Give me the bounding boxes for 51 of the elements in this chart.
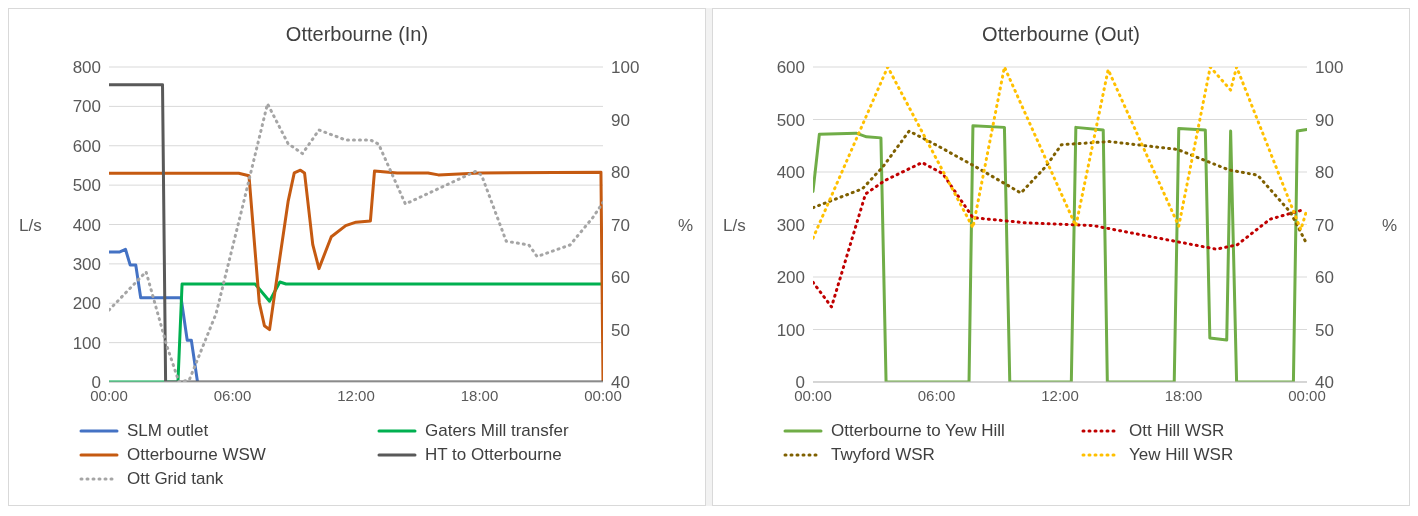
y2-axis-title: % [677,215,693,235]
y-tick-label: 200 [72,294,101,314]
y-tick-label: 600 [72,136,101,156]
y2-tick-label: 60 [611,268,630,288]
line-series [109,168,603,382]
x-tick-label: 06:00 [213,386,252,404]
y-tick-label: 500 [776,110,805,130]
y2-tick-label: 100 [1315,58,1344,78]
y-tick-label: 300 [72,254,101,274]
y2-tick-label: 70 [611,215,630,235]
chart-title: Otterbourne (In) [284,22,430,47]
y2-tick-label: 80 [611,163,630,183]
legend-label: Twyford WSR [831,445,935,465]
y-tick-label: 100 [776,320,805,340]
y-tick-label: 400 [72,215,101,235]
y-axis-title: L/s [723,215,746,235]
y2-tick-label: 90 [1315,110,1334,130]
y2-axis-title: % [1381,215,1397,235]
legend-label: Otterbourne to Yew Hill [831,421,1005,441]
y2-tick-label: 90 [611,110,630,130]
y2-tick-label: 70 [1315,215,1334,235]
y-tick-label: 400 [776,163,805,183]
legend-label: Otterbourne WSW [127,445,266,465]
y-tick-label: 500 [72,176,101,196]
y-tick-label: 700 [72,97,101,117]
x-tick-label: 18:00 [1164,386,1203,404]
x-tick-label: 12:00 [1041,386,1079,404]
legend-label: Gaters Mill transfer [425,421,569,441]
y-axis-title: L/s [19,215,42,235]
legend-label: HT to Otterbourne [425,445,562,465]
y-tick-label: 100 [72,333,101,353]
y2-tick-label: 50 [1315,320,1334,340]
y-tick-label: 300 [776,215,805,235]
legend-label: Ott Grid tank [127,469,224,489]
x-tick-label: 18:00 [460,386,499,404]
y2-tick-label: 80 [1315,163,1334,183]
line-series [813,129,1307,244]
y2-tick-label: 100 [611,58,640,78]
legend-label: Yew Hill WSR [1129,445,1234,465]
x-tick-label: 12:00 [337,386,375,404]
y-tick-label: 200 [776,268,805,288]
line-series [813,124,1307,382]
y2-tick-label: 50 [611,320,630,340]
y2-tick-label: 60 [1315,268,1334,288]
line-series [813,67,1307,240]
legend-label: SLM outlet [127,421,209,441]
y-tick-label: 800 [72,58,101,78]
legend-label: Ott Hill WSR [1129,421,1225,441]
y-tick-label: 600 [776,58,805,78]
chart-title: Otterbourne (Out) [981,22,1141,47]
x-tick-label: 06:00 [917,386,956,404]
